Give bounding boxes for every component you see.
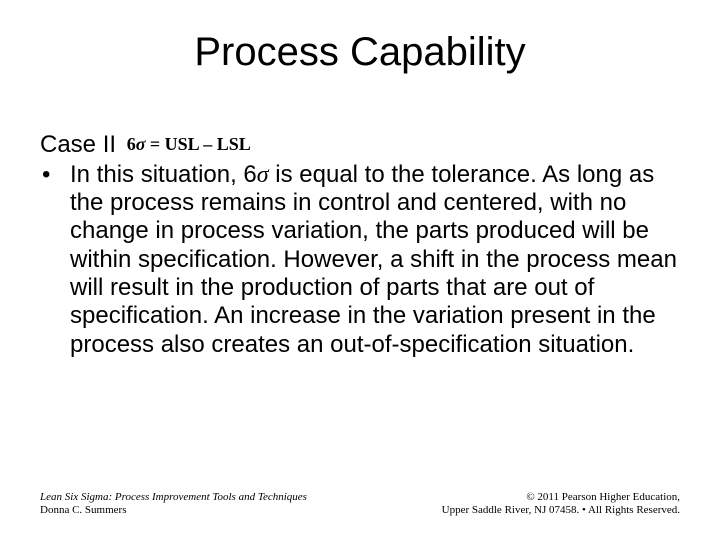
case-line: Case II 6σ = USL – LSL <box>40 130 680 159</box>
formula-6: 6 <box>127 134 136 154</box>
slide-footer: Lean Six Sigma: Process Improvement Tool… <box>40 491 680 519</box>
footer-book-title: Lean Six Sigma: Process Improvement Tool… <box>40 491 307 505</box>
case-label: Case II <box>40 131 116 159</box>
bullet-post: is equal to the tolerance. As long as th… <box>70 161 677 358</box>
formula-lsl: LSL <box>217 134 251 154</box>
footer-left: Lean Six Sigma: Process Improvement Tool… <box>40 491 307 519</box>
footer-author: Donna C. Summers <box>40 504 307 518</box>
bullet-marker: • <box>40 161 70 359</box>
footer-right: © 2011 Pearson Higher Education, Upper S… <box>442 491 680 519</box>
bullet-item: • In this situation, 6σ is equal to the … <box>40 161 680 359</box>
slide: Process Capability Case II 6σ = USL – LS… <box>0 0 720 540</box>
slide-body: Case II 6σ = USL – LSL • In this situati… <box>40 130 680 359</box>
sigma-icon: σ <box>257 162 269 188</box>
bullet-text: In this situation, 6σ is equal to the to… <box>70 161 680 359</box>
formula: 6σ = USL – LSL <box>127 134 251 155</box>
slide-title: Process Capability <box>0 30 720 75</box>
formula-minus: – <box>199 134 217 154</box>
bullet-pre: In this situation, 6 <box>70 161 257 188</box>
formula-usl: USL <box>165 134 199 154</box>
formula-eq: = <box>145 134 164 154</box>
footer-copyright: © 2011 Pearson Higher Education, <box>442 491 680 505</box>
footer-address: Upper Saddle River, NJ 07458. • All Righ… <box>442 504 680 518</box>
sigma-icon: σ <box>136 134 146 154</box>
